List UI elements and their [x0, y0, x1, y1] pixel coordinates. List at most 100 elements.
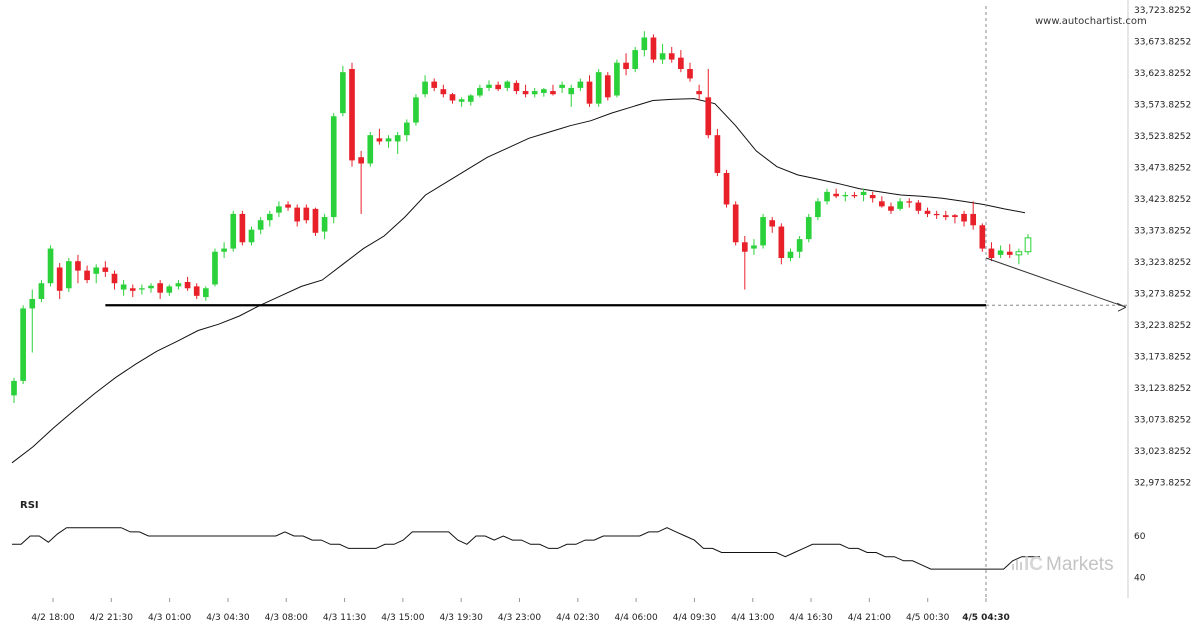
candle-body	[413, 97, 419, 123]
candle-body	[440, 89, 447, 95]
price-tick-label: 33,573.8252	[1134, 100, 1191, 110]
price-tick-label: 33,723.8252	[1134, 6, 1191, 16]
candle-body	[714, 135, 721, 173]
candle-body	[869, 195, 876, 199]
brand-name: Markets	[1046, 554, 1114, 575]
candle-body	[915, 202, 922, 211]
candle-body	[1024, 237, 1032, 253]
candle-body	[961, 213, 967, 222]
price-tick-label: 33,273.8252	[1134, 289, 1191, 299]
candle-body	[577, 81, 584, 88]
candle-body	[312, 208, 319, 233]
candle-body	[11, 380, 17, 396]
candle-body	[851, 195, 858, 197]
candle-body	[303, 207, 310, 221]
candle-body	[239, 213, 246, 243]
brand-prefix: IC	[1024, 554, 1043, 575]
projection-line	[985, 257, 1127, 308]
candle-body	[979, 225, 986, 249]
candle-body	[47, 248, 54, 284]
candle-body	[38, 283, 45, 299]
time-tick-label: 4/4 13:00	[731, 613, 775, 623]
rsi-line	[12, 527, 1040, 570]
price-tick-label: 33,473.8252	[1134, 163, 1191, 173]
time-tick-label: 4/4 16:30	[789, 613, 833, 623]
rsi-title: RSI	[20, 500, 39, 511]
candle-body	[723, 172, 730, 205]
candle-body	[879, 201, 885, 207]
time-tick-label: 4/3 19:30	[440, 613, 484, 623]
time-tick-label: 4/4 09:30	[673, 613, 717, 623]
time-tick-label: 4/3 23:00	[498, 613, 542, 623]
candle-body	[550, 91, 556, 95]
candle-body	[805, 217, 812, 240]
candle-body	[148, 285, 154, 289]
candle-body	[833, 193, 839, 197]
candle-body	[906, 201, 913, 203]
candle-body	[531, 91, 538, 95]
time-axis: 4/2 18:00 4/2 21:30 4/3 01:00 4/3 04:30 4/3 …	[31, 598, 1010, 623]
candle-body	[203, 288, 209, 298]
candle-body	[376, 138, 383, 142]
candle-body	[65, 261, 72, 289]
candle-body	[513, 82, 520, 92]
candle-body	[614, 62, 620, 96]
support-level-layer	[105, 6, 1128, 598]
candle-body	[285, 204, 291, 208]
time-tick-label: 4/3 01:00	[148, 613, 192, 623]
candle-body	[952, 215, 958, 218]
candle-body	[541, 89, 547, 93]
candle-body	[888, 206, 894, 211]
candle-body	[449, 94, 456, 101]
candle-body	[933, 213, 940, 216]
projection-arrowhead-icon	[1116, 302, 1127, 312]
candle-body	[403, 122, 410, 136]
candle-body	[741, 242, 748, 252]
candle-body	[842, 195, 849, 197]
candle-body	[860, 191, 867, 196]
price-tick-label: 33,373.8252	[1134, 226, 1191, 236]
candle-body	[796, 239, 803, 252]
candle-body	[751, 245, 757, 249]
candle-body	[495, 84, 501, 90]
candle-body	[221, 248, 227, 252]
candle-body	[75, 261, 81, 271]
candle-body	[687, 69, 693, 79]
brand-logo: IC Markets	[1012, 554, 1114, 575]
candle-body	[623, 62, 629, 70]
moving-average-layer	[11, 98, 1026, 464]
candle-body	[988, 248, 995, 259]
candle-body	[559, 84, 565, 88]
time-tick-label: 4/4 06:00	[614, 613, 658, 623]
candle-body	[641, 37, 648, 51]
price-tick-label: 33,223.8252	[1134, 321, 1191, 331]
moving-average-line	[11, 98, 1026, 464]
candle-body	[157, 283, 163, 293]
time-tick-label: 4/3 15:00	[381, 613, 425, 623]
candle-body	[769, 220, 776, 227]
candle-body	[20, 308, 26, 381]
candle-body	[56, 267, 63, 291]
candles-layer	[11, 31, 1032, 403]
candle-body	[330, 116, 337, 218]
price-tick-label: 33,173.8252	[1134, 352, 1191, 362]
candle-body	[349, 69, 355, 161]
candle-body	[248, 229, 255, 243]
price-tick-label: 33,123.8252	[1134, 384, 1191, 394]
candle-body	[266, 213, 273, 221]
candle-body	[942, 215, 949, 218]
candle-body	[139, 288, 145, 290]
candle-body	[732, 204, 739, 243]
brand-bars-icon	[1012, 560, 1022, 570]
candle-body	[659, 53, 666, 60]
candle-body	[1006, 251, 1013, 255]
candle-body	[522, 91, 529, 95]
candle-body	[175, 283, 182, 287]
candle-body	[212, 251, 218, 285]
price-tick-label: 33,523.8252	[1134, 132, 1191, 142]
candle-body	[184, 281, 191, 289]
candle-body	[385, 138, 392, 142]
candle-body	[787, 251, 794, 259]
